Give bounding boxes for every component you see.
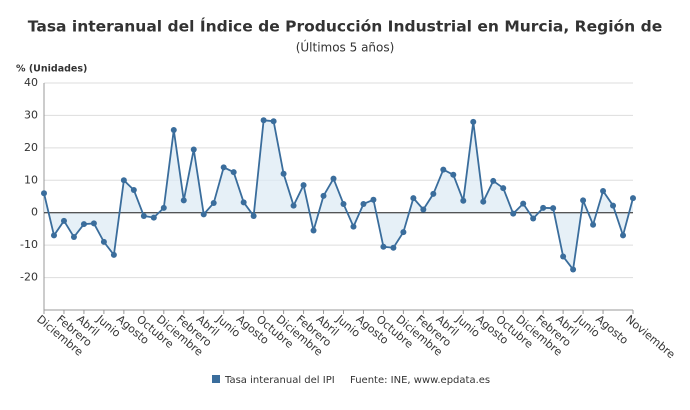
marker — [390, 244, 397, 251]
marker — [480, 198, 487, 205]
marker — [300, 182, 307, 189]
marker — [270, 118, 277, 125]
marker — [250, 212, 257, 219]
marker — [430, 190, 437, 197]
y-tick-label: -10 — [20, 238, 38, 251]
legend-label: Tasa interanual del IPI — [224, 375, 335, 386]
y-axis-label: % (Unidades) — [16, 64, 87, 75]
y-tick-label: -20 — [20, 271, 38, 284]
marker — [360, 200, 367, 207]
x-tick-label: Noviembre — [623, 313, 678, 362]
y-tick-label: 0 — [31, 206, 38, 219]
marker — [290, 202, 297, 209]
marker — [460, 197, 467, 204]
chart-title: Tasa interanual del Índice de Producción… — [28, 17, 662, 36]
chart-subtitle: (Últimos 5 años) — [296, 40, 395, 55]
marker — [160, 204, 167, 211]
area — [44, 120, 633, 270]
marker — [210, 199, 217, 206]
marker — [420, 206, 427, 213]
marker — [340, 200, 347, 207]
marker — [450, 171, 457, 178]
marker — [260, 117, 267, 124]
marker — [550, 205, 557, 212]
marker — [170, 127, 177, 134]
marker — [150, 214, 157, 221]
y-tick-label: 30 — [24, 108, 38, 121]
marker — [530, 215, 537, 222]
marker — [310, 227, 317, 234]
marker — [130, 187, 137, 194]
marker — [220, 164, 227, 171]
marker — [230, 169, 237, 176]
marker — [490, 177, 497, 184]
marker — [180, 197, 187, 204]
marker — [630, 195, 636, 202]
marker — [570, 266, 577, 273]
marker — [510, 210, 517, 217]
marker — [100, 238, 107, 245]
marker — [80, 221, 87, 228]
y-tick-label: 40 — [24, 76, 38, 89]
marker — [110, 251, 117, 258]
source: Fuente: INE, www.epdata.es — [350, 375, 490, 386]
marker — [41, 190, 47, 197]
marker — [620, 232, 627, 239]
marker — [470, 118, 477, 125]
marker — [400, 229, 407, 236]
marker — [140, 212, 147, 219]
marker — [560, 253, 567, 260]
marker — [320, 192, 327, 199]
marker — [520, 200, 527, 207]
marker — [330, 175, 337, 182]
marker — [590, 221, 597, 228]
marker — [240, 199, 247, 206]
y-tick-label: 10 — [24, 173, 38, 186]
marker — [580, 197, 587, 204]
marker — [190, 146, 197, 153]
marker — [70, 234, 77, 241]
marker — [280, 170, 287, 177]
marker — [540, 204, 547, 211]
marker — [410, 195, 417, 202]
marker — [120, 177, 127, 184]
marker — [600, 187, 607, 194]
marker — [90, 220, 97, 227]
marker — [350, 223, 357, 230]
marker — [200, 211, 207, 218]
marker — [380, 243, 387, 250]
y-tick-label: 20 — [24, 141, 38, 154]
marker — [440, 166, 447, 173]
marker — [60, 217, 67, 224]
marker — [50, 232, 57, 239]
legend-swatch — [212, 375, 220, 383]
marker — [610, 202, 617, 209]
marker — [370, 196, 377, 203]
marker — [500, 185, 507, 192]
